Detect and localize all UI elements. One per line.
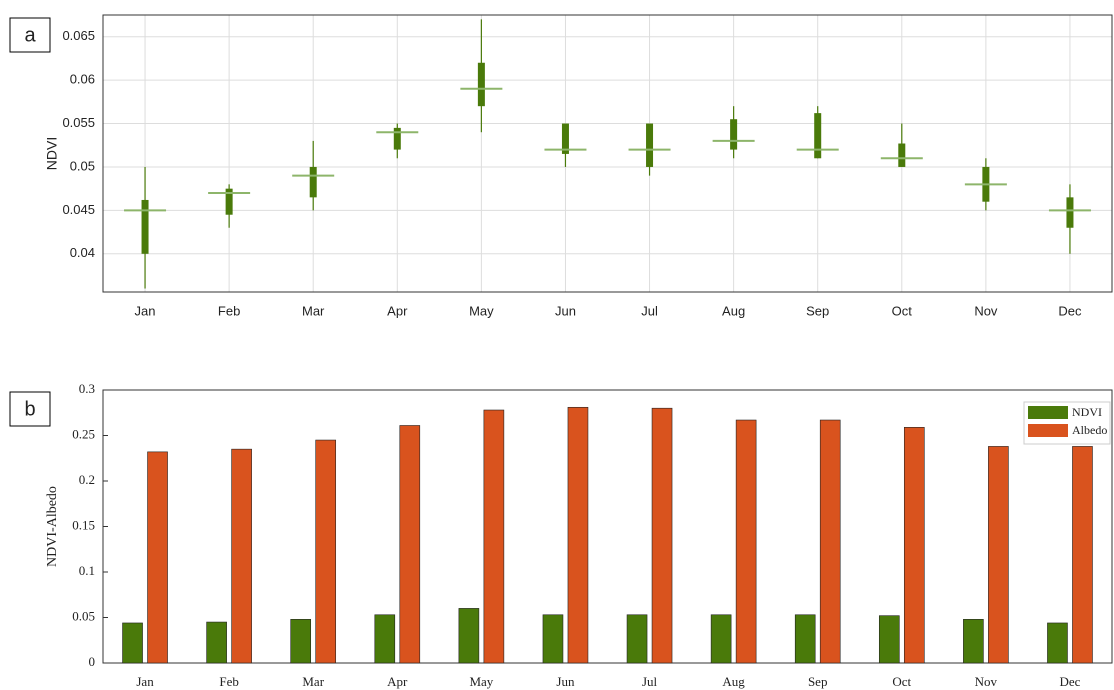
plot-frame xyxy=(102,14,1113,293)
bar xyxy=(819,419,841,664)
box xyxy=(477,62,485,107)
bar xyxy=(290,619,312,664)
box xyxy=(646,123,654,167)
x-tick-label: Mar xyxy=(302,303,325,318)
y-tick-label: 0.05 xyxy=(70,158,95,173)
x-tick-label: Oct xyxy=(892,303,913,318)
y-tick-label: 0.06 xyxy=(70,72,95,87)
bar xyxy=(374,614,396,664)
bar xyxy=(735,419,757,664)
panel-label-box xyxy=(9,17,51,53)
y-axis-label: NDVI xyxy=(44,137,60,170)
box xyxy=(561,123,569,154)
y-tick-label: 0.055 xyxy=(62,115,95,130)
legend-swatch xyxy=(1028,424,1068,437)
legend-label: NDVI xyxy=(1072,405,1102,419)
x-tick-label: Oct xyxy=(892,674,911,689)
x-tick-label: Dec xyxy=(1058,303,1082,318)
x-tick-label: Nov xyxy=(975,674,998,689)
box xyxy=(730,119,738,150)
x-tick-label: Jun xyxy=(556,674,575,689)
x-tick-label: Dec xyxy=(1059,674,1080,689)
bar xyxy=(231,448,252,664)
bar xyxy=(567,406,589,664)
bar xyxy=(1047,622,1068,664)
x-tick-label: May xyxy=(469,674,493,689)
box xyxy=(393,127,401,150)
bar xyxy=(626,614,648,664)
y-tick-label: 0 xyxy=(89,654,96,669)
bar xyxy=(483,409,505,664)
x-tick-label: Jul xyxy=(641,303,658,318)
y-tick-label: 0.15 xyxy=(72,517,95,532)
box xyxy=(309,166,317,198)
bar xyxy=(794,614,816,664)
bar xyxy=(542,614,564,664)
bar xyxy=(710,614,732,664)
panel-label: b xyxy=(24,398,35,420)
bar xyxy=(147,451,168,664)
x-tick-label: Mar xyxy=(302,674,324,689)
x-tick-label: Sep xyxy=(806,303,829,318)
x-tick-label: Feb xyxy=(218,303,240,318)
legend-label: Albedo xyxy=(1072,423,1107,437)
x-tick-label: Aug xyxy=(722,674,745,689)
bar xyxy=(399,425,421,664)
y-tick-label: 0.05 xyxy=(72,608,95,623)
box xyxy=(898,143,906,167)
y-tick-label: 0.3 xyxy=(79,381,95,396)
y-tick-label: 0.25 xyxy=(72,426,95,441)
box xyxy=(814,113,822,159)
bar xyxy=(206,621,227,664)
x-tick-label: Aug xyxy=(722,303,745,318)
bar xyxy=(315,439,337,664)
x-tick-label: Jun xyxy=(555,303,576,318)
plot-frame xyxy=(102,389,1113,664)
x-tick-label: Sep xyxy=(808,674,828,689)
bar xyxy=(122,622,143,664)
box xyxy=(225,188,233,215)
x-tick-label: Jan xyxy=(135,303,156,318)
x-tick-label: Jul xyxy=(642,674,658,689)
panel-label-box xyxy=(9,391,51,427)
y-tick-label: 0.045 xyxy=(62,202,95,217)
panel-label: a xyxy=(24,24,36,46)
y-tick-label: 0.065 xyxy=(62,28,95,43)
bar xyxy=(1072,446,1093,664)
y-axis-label: NDVI-Albedo xyxy=(45,486,60,567)
bar xyxy=(903,427,925,664)
x-tick-label: Jan xyxy=(136,674,154,689)
y-tick-label: 0.2 xyxy=(79,472,95,487)
y-tick-label: 0.1 xyxy=(79,563,95,578)
bar xyxy=(458,608,480,664)
x-tick-label: May xyxy=(469,303,494,318)
x-tick-label: Nov xyxy=(974,303,998,318)
legend-swatch xyxy=(1028,406,1068,419)
bar xyxy=(988,446,1009,664)
bar xyxy=(651,407,673,664)
box xyxy=(141,199,149,254)
x-tick-label: Apr xyxy=(387,303,408,318)
bar xyxy=(963,619,984,664)
x-tick-label: Feb xyxy=(219,674,239,689)
panel-b: b NDVI-Albedo 0 0.05 0.1 0.15 0.2 0.25 0.3 Jan Feb… xyxy=(9,381,1113,689)
x-tick-label: Apr xyxy=(387,674,408,689)
bar xyxy=(878,615,900,664)
panel-a: a NDVI 0.04 0.045 0.05 0.055 0.06 0.065 Jan Feb Ma… xyxy=(9,14,1113,318)
y-tick-label: 0.04 xyxy=(70,245,95,260)
box xyxy=(1066,197,1074,228)
